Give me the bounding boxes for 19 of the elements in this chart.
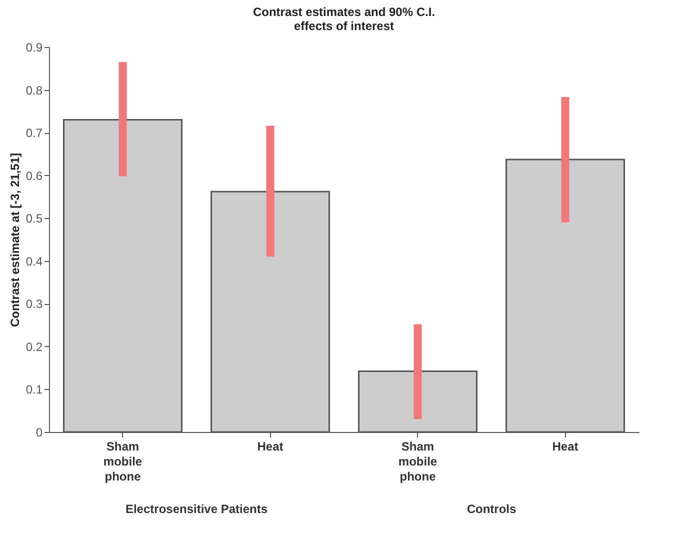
x-tick-label: Heat: [552, 440, 578, 454]
y-tick-label: 0.3: [26, 297, 43, 312]
y-tick-label: 0.6: [26, 168, 43, 183]
y-axis-title: Contrast estimate at [-3, 21,51]: [8, 152, 22, 328]
y-tick-label: 0.4: [26, 254, 43, 268]
chart-title: Contrast estimates and 90% C.I.: [252, 5, 436, 19]
chart-subtitle: effects of interest: [294, 19, 394, 33]
x-tick-label: Sham mobile phone: [103, 440, 142, 484]
y-tick-label: 0.1: [26, 382, 43, 397]
x-tick-label: Heat: [257, 440, 284, 454]
text: Controls: [466, 502, 516, 516]
y-tick-label: 0.9: [26, 40, 43, 54]
x-tick-label: Sham mobile phone: [398, 440, 438, 484]
y-tick-label: 0.2: [26, 340, 43, 354]
y-tick-label: 0.8: [26, 83, 43, 98]
y-tick-label: 0.5: [26, 212, 43, 226]
text: Electrosensitive Patients: [125, 502, 268, 516]
y-tick-label: 0: [36, 426, 43, 440]
y-tick-label: 0.7: [26, 126, 43, 140]
